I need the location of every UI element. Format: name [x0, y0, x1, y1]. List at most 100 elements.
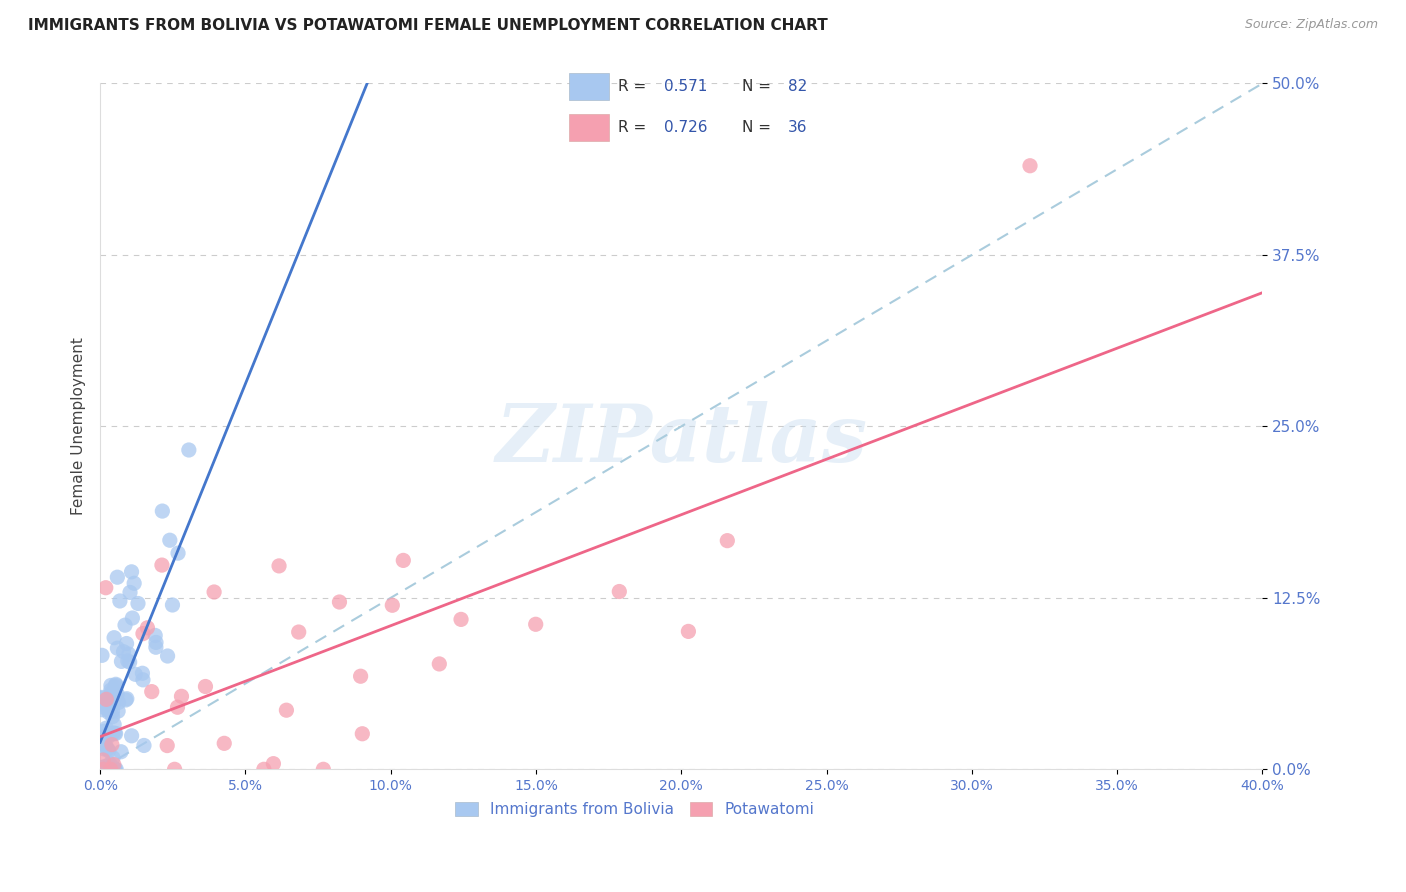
Point	[100, 688, 122, 702]
Point	[96, 728, 118, 742]
Point	[524, 617, 547, 632]
Point	[90, 697, 112, 711]
Point	[115, 691, 138, 706]
Point	[212, 736, 235, 750]
Point	[103, 762, 125, 776]
Point	[105, 762, 128, 776]
Point	[105, 678, 128, 692]
Point	[94, 738, 117, 752]
Point	[202, 585, 225, 599]
Point	[97, 706, 120, 720]
Point	[104, 726, 127, 740]
Point	[104, 762, 127, 776]
Text: IMMIGRANTS FROM BOLIVIA VS POTAWATOMI FEMALE UNEMPLOYMENT CORRELATION CHART: IMMIGRANTS FROM BOLIVIA VS POTAWATOMI FE…	[28, 18, 828, 33]
Point	[132, 673, 155, 687]
Point	[94, 759, 117, 773]
Point	[124, 667, 146, 681]
Point	[328, 595, 350, 609]
Point	[170, 690, 193, 704]
Text: 0.726: 0.726	[665, 120, 709, 135]
Point	[90, 762, 112, 776]
Point	[427, 657, 450, 671]
Point	[97, 742, 120, 756]
Point	[97, 703, 120, 717]
Point	[96, 762, 118, 776]
Point	[91, 762, 114, 776]
Point	[105, 687, 128, 701]
Point	[150, 558, 173, 573]
Point	[107, 695, 129, 709]
Point	[100, 686, 122, 700]
Point	[121, 565, 143, 579]
Text: 82: 82	[789, 79, 807, 94]
Text: R =: R =	[619, 120, 651, 135]
Point	[162, 598, 184, 612]
Point	[156, 648, 179, 663]
Point	[104, 677, 127, 691]
Point	[97, 744, 120, 758]
Point	[100, 683, 122, 698]
Point	[253, 762, 276, 776]
Point	[112, 645, 135, 659]
Point	[114, 693, 136, 707]
Point	[91, 753, 114, 767]
Point	[150, 504, 173, 518]
Point	[103, 631, 125, 645]
Point	[103, 762, 125, 776]
Point	[121, 611, 143, 625]
Point	[352, 727, 374, 741]
Text: N =: N =	[742, 120, 776, 135]
Point	[159, 533, 181, 548]
Text: R =: R =	[619, 79, 651, 94]
Point	[156, 739, 179, 753]
Point	[110, 654, 132, 668]
Point	[96, 721, 118, 735]
Point	[678, 624, 700, 639]
Point	[101, 709, 124, 723]
Legend: Immigrants from Bolivia, Potawatomi: Immigrants from Bolivia, Potawatomi	[449, 796, 821, 823]
Point	[94, 581, 117, 595]
Point	[177, 442, 200, 457]
Point	[93, 741, 115, 756]
Point	[132, 739, 155, 753]
Point	[94, 762, 117, 776]
Text: N =: N =	[742, 79, 776, 94]
Point	[143, 628, 166, 642]
Point	[107, 704, 129, 718]
Point	[91, 648, 114, 663]
Point	[97, 727, 120, 741]
Point	[96, 692, 118, 706]
Point	[103, 698, 125, 712]
Point	[392, 553, 415, 567]
Point	[167, 546, 190, 560]
Point	[105, 570, 128, 584]
Point	[131, 666, 153, 681]
Point	[136, 621, 159, 635]
Point	[716, 533, 738, 548]
Point	[127, 597, 149, 611]
Point	[98, 729, 121, 743]
Point	[110, 745, 132, 759]
Text: 36: 36	[789, 120, 807, 135]
Point	[145, 635, 167, 649]
Point	[101, 726, 124, 740]
Point	[93, 724, 115, 739]
Point	[1019, 159, 1042, 173]
Point	[101, 738, 124, 752]
Point	[450, 612, 472, 626]
Point	[117, 654, 139, 668]
Point	[132, 626, 155, 640]
Point	[607, 584, 630, 599]
Point	[89, 691, 111, 706]
Point	[141, 684, 163, 698]
Point	[118, 585, 141, 599]
Point	[287, 625, 309, 640]
Point	[104, 726, 127, 740]
Text: Source: ZipAtlas.com: Source: ZipAtlas.com	[1244, 18, 1378, 31]
Point	[101, 762, 124, 776]
Point	[98, 694, 121, 708]
Point	[381, 599, 404, 613]
Point	[101, 705, 124, 719]
Y-axis label: Female Unemployment: Female Unemployment	[72, 337, 86, 516]
Point	[122, 576, 145, 591]
